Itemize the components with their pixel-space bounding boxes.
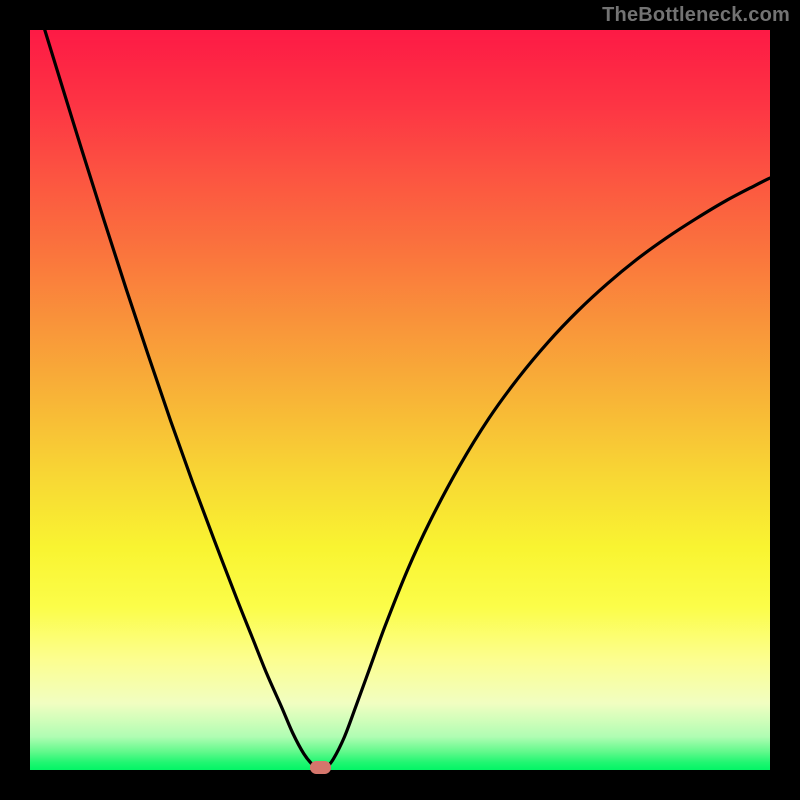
chart-container: TheBottleneck.com [0, 0, 800, 800]
min-marker [310, 761, 331, 774]
curve-svg [30, 30, 770, 770]
plot-area [30, 30, 770, 770]
bottleneck-curve [45, 30, 770, 769]
watermark-text: TheBottleneck.com [602, 4, 790, 27]
